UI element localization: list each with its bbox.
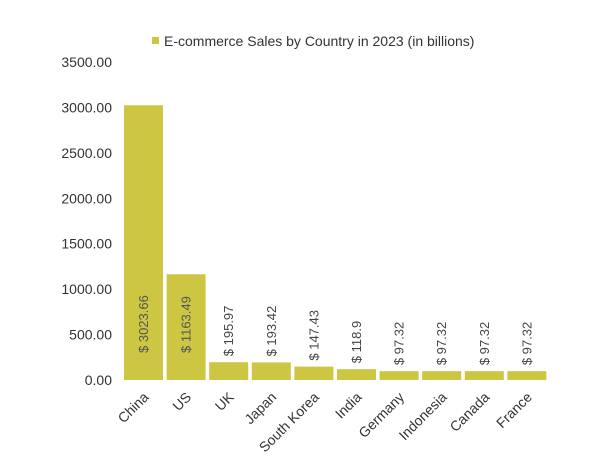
bar: [379, 371, 419, 380]
y-tick-label: 2000.00: [61, 190, 112, 206]
x-tick-label: India: [332, 389, 365, 422]
y-tick-label: 0.00: [85, 372, 112, 388]
data-label: $ 3023.66: [136, 295, 151, 353]
bar: [124, 105, 163, 380]
y-tick-label: 1000.00: [61, 281, 112, 297]
x-tick-label: China: [114, 389, 151, 426]
data-label: $ 193.42: [264, 306, 279, 357]
x-tick-label: Japan: [241, 389, 279, 427]
bar: [209, 362, 249, 380]
x-tick-label: UK: [212, 388, 238, 414]
data-label: $ 147.43: [306, 310, 321, 361]
bar: [337, 369, 376, 380]
legend: E-commerce Sales by Country in 2023 (in …: [152, 33, 474, 49]
data-label: $ 118.9: [349, 321, 364, 363]
data-label: $ 97.32: [434, 322, 449, 365]
legend-swatch: [152, 37, 159, 44]
y-tick-label: 3500.00: [61, 54, 112, 70]
y-tick-label: 2500.00: [61, 145, 112, 161]
legend-label: E-commerce Sales by Country in 2023 (in …: [164, 33, 474, 49]
bar: [464, 371, 504, 380]
data-label: $ 97.32: [392, 322, 407, 365]
data-label: $ 97.32: [477, 322, 492, 365]
y-tick-label: 1500.00: [61, 236, 112, 252]
x-tick-label: US: [169, 389, 194, 414]
data-labels: $ 3023.66 $ 1163.49 $ 195.97 $ 193.42 $ 147.…: [136, 295, 534, 365]
bar: [294, 366, 334, 380]
data-label: $ 1163.49: [179, 296, 194, 353]
y-tick-label: 3000.00: [61, 99, 112, 115]
bar: [422, 371, 462, 380]
data-label: $ 195.97: [221, 306, 236, 357]
bar: [251, 362, 291, 380]
x-tick-label: Canada: [446, 389, 492, 435]
data-label: $ 97.32: [519, 322, 534, 365]
y-axis: 0.00 500.00 1000.00 1500.00 2000.00 2500.00 30…: [61, 54, 112, 388]
x-tick-label: France: [493, 389, 535, 431]
bar: [507, 371, 547, 380]
bars: [124, 105, 547, 380]
y-tick-label: 500.00: [69, 327, 112, 343]
bar: [166, 274, 206, 380]
